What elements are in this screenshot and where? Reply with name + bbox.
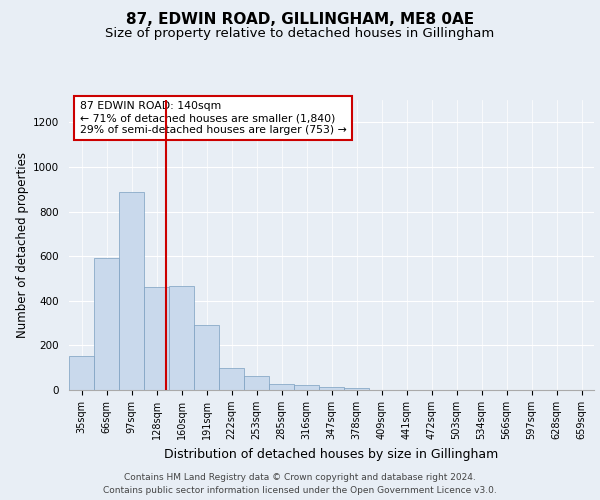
- Bar: [244, 376, 269, 390]
- Bar: [94, 258, 119, 390]
- Text: 87 EDWIN ROAD: 140sqm
← 71% of detached houses are smaller (1,840)
29% of semi-d: 87 EDWIN ROAD: 140sqm ← 71% of detached …: [79, 102, 346, 134]
- Y-axis label: Number of detached properties: Number of detached properties: [16, 152, 29, 338]
- Bar: [69, 356, 94, 390]
- Bar: [294, 385, 319, 390]
- Bar: [319, 386, 344, 390]
- Bar: [119, 192, 144, 390]
- Text: Contains HM Land Registry data © Crown copyright and database right 2024.
Contai: Contains HM Land Registry data © Crown c…: [103, 474, 497, 495]
- Text: Size of property relative to detached houses in Gillingham: Size of property relative to detached ho…: [106, 28, 494, 40]
- Bar: [169, 286, 194, 390]
- Bar: [344, 388, 369, 390]
- Bar: [269, 384, 294, 390]
- Bar: [144, 287, 169, 390]
- Bar: [219, 368, 244, 390]
- X-axis label: Distribution of detached houses by size in Gillingham: Distribution of detached houses by size …: [164, 448, 499, 460]
- Bar: [194, 325, 219, 390]
- Text: 87, EDWIN ROAD, GILLINGHAM, ME8 0AE: 87, EDWIN ROAD, GILLINGHAM, ME8 0AE: [126, 12, 474, 28]
